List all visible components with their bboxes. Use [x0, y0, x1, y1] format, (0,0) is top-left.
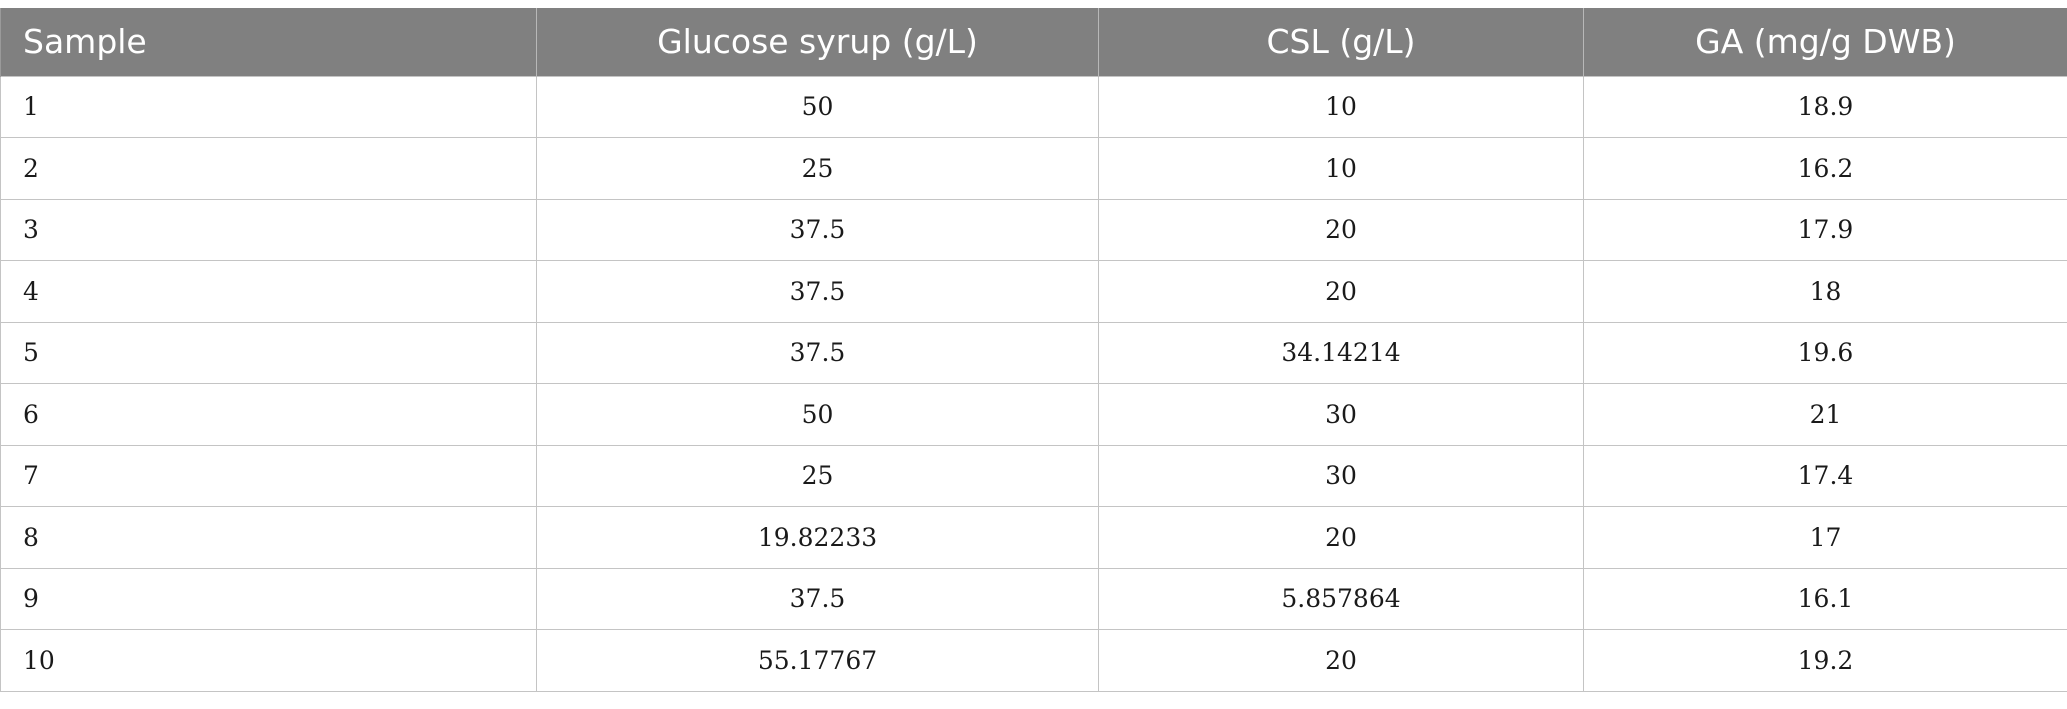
- data-table: Sample Glucose syrup (g/L) CSL (g/L) GA …: [0, 8, 2067, 692]
- table-row: 9 37.5 5.857864 16.1: [0, 567, 2067, 630]
- cell-csl: 5.857864: [1098, 567, 1584, 630]
- cell-glucose-syrup: 50: [536, 383, 1099, 446]
- cell-ga: 19.2: [1583, 629, 2067, 692]
- table-row: 10 55.17767 20 19.2: [0, 629, 2067, 692]
- cell-sample: 7: [0, 444, 537, 507]
- table-header-row: Sample Glucose syrup (g/L) CSL (g/L) GA …: [0, 8, 2067, 76]
- table-row: 3 37.5 20 17.9: [0, 198, 2067, 261]
- header-glucose-syrup: Glucose syrup (g/L): [536, 8, 1099, 76]
- cell-sample: 6: [0, 383, 537, 446]
- cell-glucose-syrup: 37.5: [536, 567, 1099, 630]
- cell-glucose-syrup: 55.17767: [536, 629, 1099, 692]
- table-row: 7 25 30 17.4: [0, 444, 2067, 507]
- cell-csl: 30: [1098, 444, 1584, 507]
- cell-glucose-syrup: 37.5: [536, 321, 1099, 384]
- header-ga: GA (mg/g DWB): [1583, 8, 2067, 76]
- cell-csl: 30: [1098, 383, 1584, 446]
- cell-ga: 17: [1583, 506, 2067, 569]
- table-row: 4 37.5 20 18: [0, 260, 2067, 323]
- cell-ga: 17.9: [1583, 198, 2067, 261]
- table-row: 5 37.5 34.14214 19.6: [0, 321, 2067, 384]
- table-row: 6 50 30 21: [0, 383, 2067, 446]
- cell-ga: 16.1: [1583, 567, 2067, 630]
- cell-sample: 5: [0, 321, 537, 384]
- cell-ga: 18: [1583, 260, 2067, 323]
- table-row: 8 19.82233 20 17: [0, 506, 2067, 569]
- cell-ga: 17.4: [1583, 444, 2067, 507]
- cell-csl: 20: [1098, 260, 1584, 323]
- cell-csl: 20: [1098, 198, 1584, 261]
- cell-csl: 20: [1098, 506, 1584, 569]
- cell-glucose-syrup: 50: [536, 75, 1099, 138]
- cell-sample: 1: [0, 75, 537, 138]
- cell-sample: 9: [0, 567, 537, 630]
- cell-sample: 4: [0, 260, 537, 323]
- cell-ga: 18.9: [1583, 75, 2067, 138]
- cell-csl: 20: [1098, 629, 1584, 692]
- cell-sample: 10: [0, 629, 537, 692]
- cell-ga: 16.2: [1583, 137, 2067, 200]
- cell-glucose-syrup: 25: [536, 444, 1099, 507]
- cell-sample: 2: [0, 137, 537, 200]
- cell-ga: 19.6: [1583, 321, 2067, 384]
- cell-glucose-syrup: 37.5: [536, 260, 1099, 323]
- header-csl: CSL (g/L): [1098, 8, 1584, 76]
- cell-sample: 3: [0, 198, 537, 261]
- cell-glucose-syrup: 25: [536, 137, 1099, 200]
- cell-glucose-syrup: 19.82233: [536, 506, 1099, 569]
- cell-glucose-syrup: 37.5: [536, 198, 1099, 261]
- table-row: 1 50 10 18.9: [0, 75, 2067, 138]
- table-row: 2 25 10 16.2: [0, 137, 2067, 200]
- cell-csl: 10: [1098, 137, 1584, 200]
- data-table-container: Sample Glucose syrup (g/L) CSL (g/L) GA …: [0, 8, 2067, 692]
- cell-csl: 34.14214: [1098, 321, 1584, 384]
- cell-csl: 10: [1098, 75, 1584, 138]
- cell-ga: 21: [1583, 383, 2067, 446]
- header-sample: Sample: [0, 8, 537, 76]
- cell-sample: 8: [0, 506, 537, 569]
